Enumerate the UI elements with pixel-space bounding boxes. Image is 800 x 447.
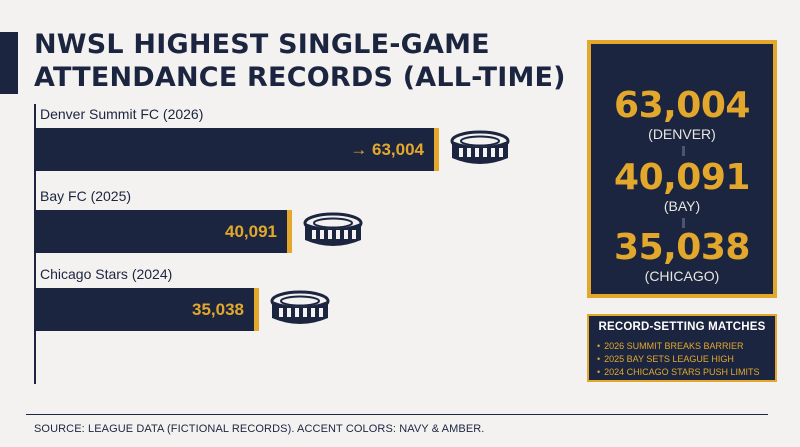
bullet-icon: • xyxy=(597,341,601,351)
bar-category-label: Denver Summit FC (2026) xyxy=(40,106,204,122)
stat-divider xyxy=(682,146,685,156)
matches-list: • 2026 SUMMIT BREAKS BARRIER • 2025 BAY SE… xyxy=(597,340,773,379)
stadium-icon xyxy=(302,210,364,252)
stat-denver: 63,004 (DENVER) xyxy=(591,85,773,143)
list-item: • 2024 CHICAGO STARS PUSH LIMITS xyxy=(597,366,773,379)
bar-category-label: Bay FC (2025) xyxy=(40,188,132,204)
list-item: • 2025 BAY SETS LEAGUE HIGH xyxy=(597,353,773,366)
stat-bay: 40,091 (BAY) xyxy=(591,157,773,215)
list-item-text: 2026 SUMMIT BREAKS BARRIER xyxy=(604,341,744,351)
bar: 35,038 xyxy=(34,288,259,331)
stat-divider xyxy=(682,218,685,228)
stat-value: 40,091 xyxy=(614,157,750,198)
stadium-icon xyxy=(269,288,331,330)
bar-value-label: 40,091 xyxy=(225,222,277,241)
stat-label: (DENVER) xyxy=(648,126,716,142)
source-note: SOURCE: LEAGUE DATA (FICTIONAL RECORDS).… xyxy=(34,423,485,435)
stat-label: (CHICAGO) xyxy=(644,268,720,284)
chart-title: NWSL HIGHEST SINGLE-GAME ATTENDANCE RECO… xyxy=(34,29,566,93)
stat-value: 35,038 xyxy=(614,227,750,268)
bar-value-label: 35,038 xyxy=(192,300,244,319)
summary-panel: 63,004 (DENVER) 40,091 (BAY) 35,038 (CHI… xyxy=(587,40,777,298)
matches-title: RECORD-SETTING MATCHES xyxy=(598,321,766,333)
list-item: • 2026 SUMMIT BREAKS BARRIER xyxy=(597,340,773,353)
stat-chicago: 35,038 (CHICAGO) xyxy=(591,227,773,285)
bar: 40,091 xyxy=(34,210,292,253)
bar: → 63,004 xyxy=(34,128,439,171)
bullet-icon: • xyxy=(597,367,601,377)
bullet-icon: • xyxy=(597,354,601,364)
stat-value: 63,004 xyxy=(614,85,750,126)
stat-label: (BAY) xyxy=(663,198,701,214)
bar-category-label: Chicago Stars (2024) xyxy=(40,266,173,282)
record-matches-box: RECORD-SETTING MATCHES • 2026 SUMMIT BREA… xyxy=(587,314,777,382)
stadium-icon xyxy=(449,128,511,170)
footer-divider xyxy=(26,414,768,415)
bar-value-label: → 63,004 xyxy=(350,140,424,159)
list-item-text: 2025 BAY SETS LEAGUE HIGH xyxy=(604,354,734,364)
title-accent-bar xyxy=(0,32,18,94)
bar-chart: Denver Summit FC (2026) → 63,004 Bay FC (2… xyxy=(34,96,574,386)
list-item-text: 2024 CHICAGO STARS PUSH LIMITS xyxy=(604,367,760,377)
